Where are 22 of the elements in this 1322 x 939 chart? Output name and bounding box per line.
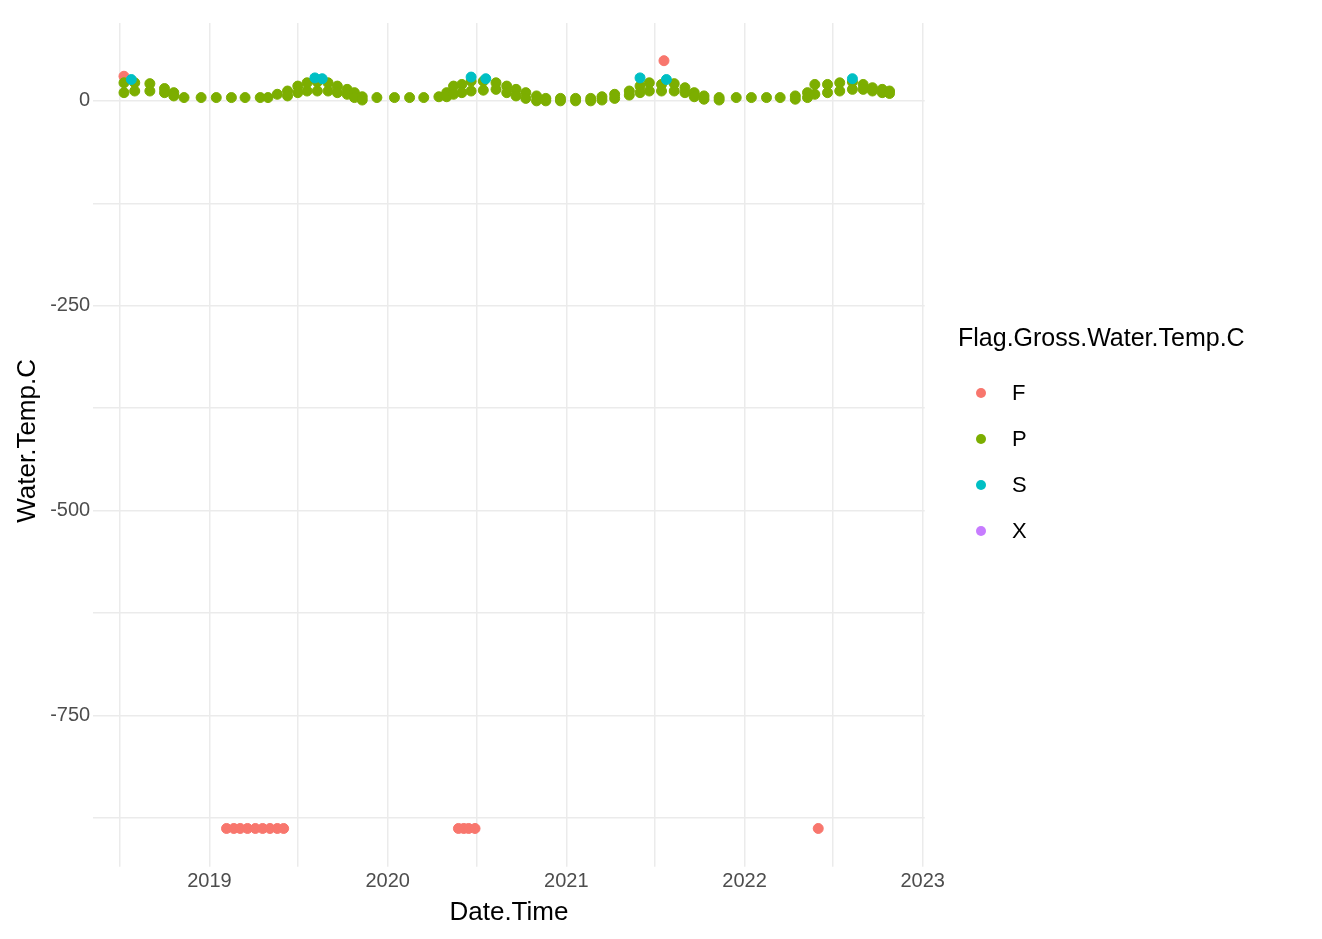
y-tick-label: 0	[79, 88, 91, 111]
point	[660, 74, 672, 86]
point	[634, 72, 646, 84]
legend-title: Flag.Gross.Water.Temp.C	[958, 322, 1245, 352]
x-axis-title: Date.Time	[449, 895, 569, 926]
point	[465, 71, 477, 83]
x-tick-label: 2022	[722, 869, 767, 892]
x-tick-label: 2023	[900, 869, 945, 892]
legend-label: X	[1012, 517, 1027, 544]
y-tick-label: -750	[50, 702, 91, 725]
y-tick-label: -250	[50, 293, 91, 316]
x-tick-label: 2021	[544, 869, 589, 892]
legend-label: P	[1012, 425, 1027, 452]
point	[812, 822, 824, 834]
legend-label: F	[1012, 379, 1026, 406]
y-tick-label: -500	[50, 498, 91, 521]
point	[125, 74, 137, 86]
x-tick-label: 2020	[365, 869, 410, 892]
x-tick-label: 2019	[187, 869, 232, 892]
point	[658, 55, 670, 67]
y-axis-title: Water.Temp.C	[10, 359, 41, 523]
legend-label: S	[1012, 471, 1027, 498]
